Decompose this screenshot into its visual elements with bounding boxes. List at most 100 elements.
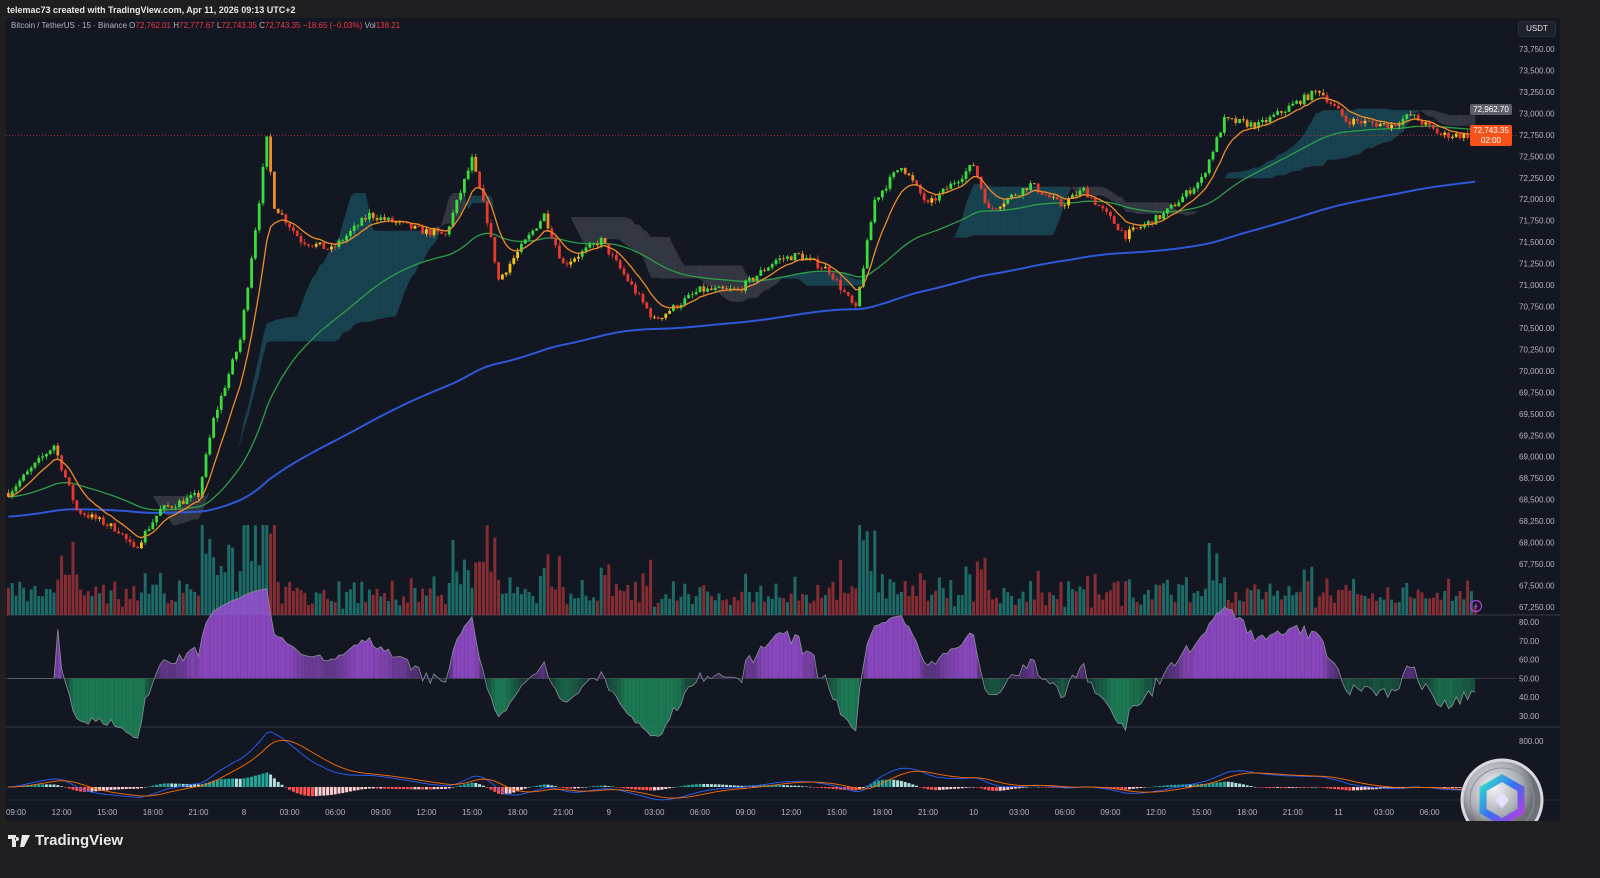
candle-body <box>1454 133 1458 137</box>
cloud-segment <box>164 495 168 516</box>
rsi-fill <box>1387 678 1392 698</box>
volume-bar <box>561 587 565 615</box>
cloud-segment <box>1102 186 1107 198</box>
macd-histogram-bar <box>1450 787 1454 789</box>
symbol-name[interactable]: Bitcoin / TetherUS · 15 · Binance <box>11 21 127 30</box>
price-marker-label: 72,962.70 <box>1470 104 1512 115</box>
volume-bar <box>1325 578 1329 615</box>
cloud-segment <box>221 467 225 471</box>
rsi-fill <box>350 645 355 679</box>
cloud-segment <box>1414 110 1419 114</box>
currency-button[interactable]: USDT <box>1518 21 1556 37</box>
macd-histogram-bar <box>535 785 539 787</box>
macd-histogram-bar <box>386 787 390 789</box>
candle-body <box>208 437 212 455</box>
candle-body <box>56 445 60 456</box>
candle-body <box>276 208 280 214</box>
rsi-fill <box>677 678 681 711</box>
lightning-icon <box>1469 599 1483 613</box>
volume-bar <box>937 577 941 615</box>
price-tick-label: 69,000.00 <box>1519 453 1555 462</box>
cloud-segment <box>639 224 643 258</box>
candle-body <box>1264 119 1268 123</box>
volume-bar <box>953 606 957 615</box>
macd-histogram-bar <box>869 783 873 787</box>
macd-histogram-bar <box>1006 787 1010 790</box>
rsi-tick-label: 30.00 <box>1519 712 1540 721</box>
candle-body <box>953 183 956 185</box>
rsi-fill <box>1182 645 1187 679</box>
candle-body <box>67 477 71 486</box>
price-chart-svg[interactable]: 73,750.0073,500.0073,250.0073,000.0072,7… <box>6 18 1560 821</box>
volume-bar <box>1374 600 1378 615</box>
volume-bar <box>113 581 117 615</box>
cloud-segment <box>825 272 830 286</box>
volume-bar <box>409 578 413 615</box>
candle-body <box>1329 102 1333 105</box>
volume-bar <box>1295 592 1299 615</box>
rsi-fill <box>228 600 233 679</box>
candle-body <box>1371 121 1374 123</box>
candle-body <box>827 266 831 274</box>
candle-body <box>592 243 595 245</box>
volume-bar <box>413 587 417 615</box>
rsi-fill <box>1057 678 1061 698</box>
macd-histogram-bar <box>1127 787 1131 790</box>
cloud-segment <box>350 192 355 330</box>
time-tick-label: 06:00 <box>1055 808 1076 817</box>
volume-bar <box>204 553 208 615</box>
volume-bar <box>162 593 166 615</box>
macd-histogram-bar <box>136 787 140 789</box>
chart-area[interactable]: 73,750.00 73,500.00 73,250.00 73,000.00 72,7… <box>6 18 1560 821</box>
candle-body <box>273 171 276 209</box>
candle-body <box>641 294 645 303</box>
rsi-fill <box>1095 678 1099 695</box>
macd-histogram-bar <box>41 784 45 787</box>
macd-histogram-bar <box>276 781 280 787</box>
tradingview-logo[interactable]: TradingView <box>8 832 123 849</box>
time-tick-label: 03:00 <box>644 808 665 817</box>
rsi-fill <box>1422 678 1426 690</box>
rsi-fill <box>327 659 332 679</box>
macd-histogram-bar <box>550 785 554 787</box>
rsi-line <box>8 588 1476 739</box>
macd-histogram-bar <box>611 786 615 788</box>
candle-body <box>1378 123 1382 127</box>
candle-body <box>949 183 953 189</box>
rsi-fill <box>631 678 636 723</box>
volume-bar <box>101 584 105 615</box>
rsi-fill <box>681 678 685 705</box>
volume-bar <box>1344 584 1348 615</box>
volume-bar <box>447 582 451 615</box>
macd-histogram-bar <box>937 787 941 791</box>
cloud-segment <box>255 356 260 389</box>
rsi-fill <box>1258 635 1263 679</box>
candle-body <box>1283 111 1287 113</box>
macd-histogram-bar <box>542 784 546 787</box>
candle-body <box>702 286 706 292</box>
rsi-fill <box>1121 678 1126 731</box>
volume-bar <box>246 525 250 615</box>
volume-bar <box>1329 595 1333 615</box>
rsi-fill <box>772 634 776 679</box>
macd-histogram-bar <box>907 783 911 787</box>
macd-histogram-bar <box>614 787 618 788</box>
candle-body <box>98 517 101 519</box>
volume-bar <box>538 576 542 615</box>
macd-histogram-bar <box>789 785 793 787</box>
cloud-segment <box>605 217 609 243</box>
symbol-legend[interactable]: Bitcoin / TetherUS · 15 · Binance O72,76… <box>11 21 400 30</box>
candle-body <box>675 305 679 309</box>
cloud-segment <box>593 217 598 246</box>
candle-body <box>729 288 732 290</box>
macd-histogram-bar <box>6 787 10 788</box>
candle-body <box>801 253 804 260</box>
rsi-fill <box>1026 659 1031 679</box>
candle-body <box>873 199 877 223</box>
rsi-fill <box>1471 678 1476 693</box>
cloud-segment <box>1441 112 1445 125</box>
candle-body <box>584 247 588 252</box>
macd-histogram-bar <box>33 784 37 787</box>
candle-body <box>197 492 200 497</box>
cloud-segment <box>776 278 780 285</box>
